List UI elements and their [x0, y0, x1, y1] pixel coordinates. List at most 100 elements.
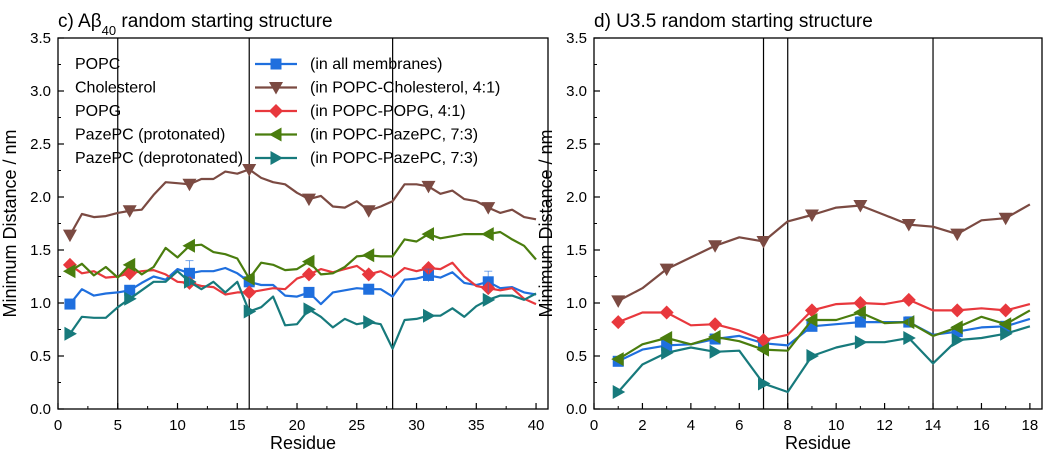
legend-membrane-name: PazePC (deprotonated)	[75, 150, 243, 167]
data-point	[951, 333, 965, 348]
x-axis-title: Residue	[270, 433, 336, 453]
data-point	[62, 229, 77, 243]
data-point	[422, 308, 436, 323]
series-line	[69, 230, 537, 280]
x-tick-label: 35	[468, 417, 485, 434]
data-point	[950, 320, 963, 335]
data-point	[421, 227, 434, 242]
x-tick-label: 8	[784, 417, 792, 434]
y-tick-label: 0.0	[566, 401, 587, 418]
data-point	[301, 254, 315, 269]
data-point	[122, 205, 137, 218]
data-point	[853, 199, 868, 213]
series-pazepc_protonated	[62, 227, 537, 286]
x-tick-label: 2	[638, 417, 646, 434]
x-tick-label: 5	[114, 417, 122, 434]
y-tick-label: 2.5	[566, 136, 587, 153]
series-pazepc_deprotonated	[612, 325, 1031, 400]
data-point	[708, 317, 723, 332]
data-point	[903, 330, 916, 345]
legend-entry-label: (in all membranes)	[310, 56, 442, 73]
data-point	[806, 320, 818, 332]
data-point	[853, 296, 868, 310]
series-line	[69, 266, 537, 306]
x-tick-label: 15	[229, 417, 246, 434]
data-point	[804, 312, 818, 327]
data-point	[242, 163, 257, 177]
x-tick-label: 30	[408, 417, 425, 434]
x-tick-label: 18	[1022, 417, 1039, 434]
x-tick-label: 0	[54, 417, 62, 434]
legend-membrane-name: PazePC (protonated)	[75, 127, 225, 144]
data-point	[611, 295, 626, 308]
x-tick-label: 40	[528, 417, 545, 434]
y-tick-label: 2.0	[566, 189, 587, 206]
data-point	[183, 274, 197, 289]
y-tick-label: 3.0	[566, 83, 587, 100]
data-point	[708, 329, 721, 344]
data-point	[611, 352, 624, 367]
data-point	[361, 267, 376, 282]
legend: POPC (in all membranes) Cholesterol (in POP…	[75, 56, 500, 167]
data-point	[806, 349, 819, 363]
data-point	[950, 228, 965, 242]
data-point	[1000, 326, 1013, 341]
series-line	[617, 203, 1031, 302]
panel-c-title: c) Aβ40 random starting structure	[58, 11, 333, 38]
data-point	[182, 238, 195, 253]
y-tick-label: 0.5	[30, 348, 51, 365]
series-cholesterol	[611, 199, 1031, 308]
data-point	[758, 376, 771, 391]
x-tick-label: 6	[735, 417, 743, 434]
data-point	[421, 261, 436, 276]
data-point	[901, 292, 916, 307]
series-line	[617, 325, 1031, 394]
data-point	[124, 291, 137, 306]
data-point	[659, 330, 673, 345]
data-point	[64, 326, 77, 341]
data-point	[998, 303, 1013, 318]
y-tick-label: 0.0	[30, 401, 51, 418]
x-tick-label: 25	[348, 417, 365, 434]
legend-entry-label: (in POPC-Cholesterol, 4:1)	[310, 80, 500, 97]
legend-marker	[269, 104, 283, 118]
data-point	[998, 317, 1012, 332]
data-point	[853, 305, 866, 320]
data-point	[661, 339, 673, 351]
x-tick-label: 4	[687, 417, 695, 434]
panel-d-title: d) U3.5 random starting structure	[594, 11, 873, 32]
data-point	[243, 304, 257, 319]
x-tick-label: 10	[169, 417, 186, 434]
series-popg	[611, 292, 1031, 348]
x-tick-label: 0	[590, 417, 598, 434]
data-point	[122, 257, 136, 272]
data-point	[64, 298, 76, 310]
data-point	[611, 315, 626, 330]
data-point	[709, 344, 723, 359]
data-point	[661, 345, 674, 360]
data-point	[242, 271, 255, 286]
data-point	[659, 305, 674, 320]
data-point	[301, 193, 316, 207]
data-point	[804, 303, 819, 318]
data-point	[361, 248, 375, 263]
y-tick-label: 1.5	[30, 242, 51, 259]
series-pazepc_deprotonated	[64, 270, 537, 350]
data-point	[62, 264, 76, 279]
data-point	[756, 236, 771, 249]
y-tick-label: 2.5	[30, 136, 51, 153]
data-point	[854, 335, 868, 350]
y-tick-label: 1.0	[566, 295, 587, 312]
y-tick-label: 2.0	[30, 189, 51, 206]
y-axis-title: Minimum Distance / nm	[0, 129, 20, 317]
legend-marker	[270, 58, 282, 70]
data-point	[756, 342, 770, 357]
data-point	[303, 286, 315, 298]
panel-d-chart: d) U3.5 random starting structure 0 2 4 6 8 1…	[536, 11, 1043, 453]
data-point	[998, 212, 1013, 226]
data-point	[363, 283, 375, 295]
legend-entry-label: (in POPC-PazePC, 7:3)	[310, 150, 478, 167]
data-point	[756, 333, 771, 348]
series-cholesterol	[62, 163, 537, 243]
data-point	[361, 205, 376, 218]
